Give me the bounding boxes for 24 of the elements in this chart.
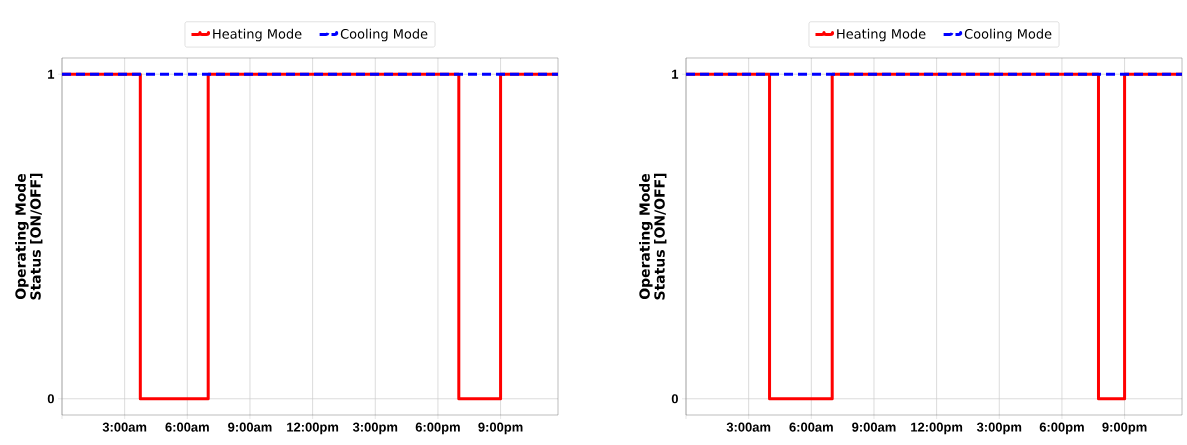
y-tick-label: 1 <box>672 69 679 79</box>
x-tick-label: 9:00am <box>228 422 272 432</box>
x-tick-label: 9:00pm <box>478 422 523 435</box>
x-tick-label: 6:00pm <box>1039 422 1084 435</box>
x-tick-label: 9:00am <box>852 422 896 432</box>
legend-label: Heating Mode <box>213 28 302 42</box>
y-tick-label: 0 <box>47 394 54 404</box>
legend-label: Cooling Mode <box>964 28 1052 42</box>
y-axis-title: Operating Mode Status [ON/OFF] <box>15 173 43 300</box>
legend-label: Heating Mode <box>837 28 926 42</box>
y-axis-title: Operating Mode Status [ON/OFF] <box>639 173 667 300</box>
y-tick-label: 0 <box>671 394 678 404</box>
x-tick-label: 9:00pm <box>1102 422 1147 435</box>
x-tick-label: 12:00pm <box>911 422 963 435</box>
x-tick-label: 3:00pm <box>352 422 398 435</box>
y-tick-label: 1 <box>48 69 55 79</box>
x-tick-label: 12:00pm <box>287 422 339 435</box>
x-tick-label: 3:00am <box>726 422 771 432</box>
legend-label: Cooling Mode <box>340 28 428 42</box>
x-tick-label: 6:00am <box>165 422 209 432</box>
x-tick-label: 6:00am <box>789 422 833 432</box>
x-tick-label: 3:00am <box>102 422 147 432</box>
x-tick-label: 6:00pm <box>415 422 460 435</box>
x-tick-label: 3:00pm <box>976 422 1022 435</box>
